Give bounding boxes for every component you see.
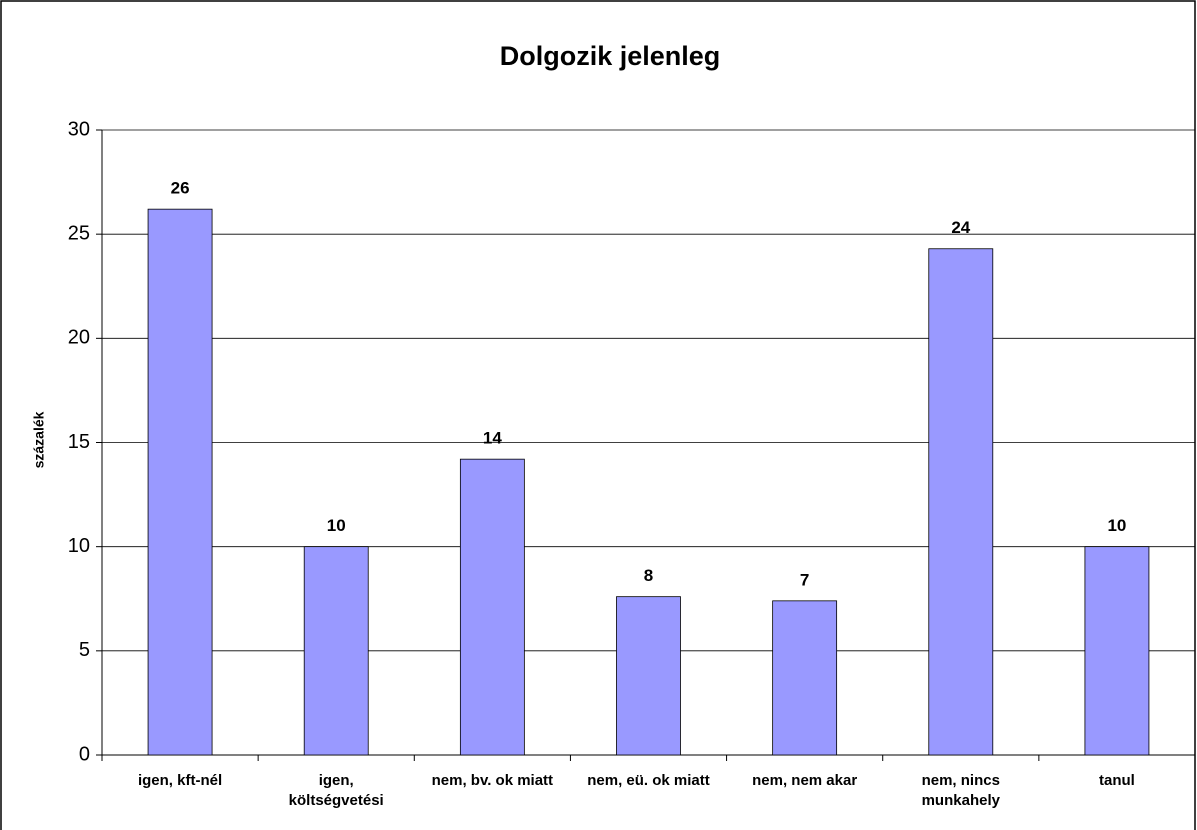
bar <box>303 546 369 756</box>
bar <box>1084 546 1150 756</box>
value-label: 26 <box>171 179 190 198</box>
x-tick-label: tanul <box>1099 772 1135 789</box>
x-tick-label: nem, nem akar <box>752 772 858 789</box>
value-label: 7 <box>800 570 809 589</box>
x-tick-label: igen, kft-nél <box>137 772 223 789</box>
bar <box>147 208 213 756</box>
y-tick-label: 25 <box>68 222 90 244</box>
y-axis-label: százalék <box>31 411 47 468</box>
value-label: 24 <box>951 218 970 237</box>
x-tick-label: nem, eü. ok miatt <box>587 772 710 789</box>
y-tick-label: 5 <box>79 639 90 661</box>
y-tick-label: 0 <box>79 743 90 765</box>
x-tick-label: igen, költségvetési <box>288 772 384 809</box>
value-label: 10 <box>327 516 346 535</box>
value-label: 14 <box>483 429 502 448</box>
x-tick-label: nem, nincs munkahely <box>921 772 1000 809</box>
value-label: 8 <box>644 566 653 585</box>
value-label: 10 <box>1107 516 1126 535</box>
y-tick-label: 30 <box>68 118 90 140</box>
bar <box>928 248 994 756</box>
y-tick-label: 15 <box>68 431 90 453</box>
y-tick-label: 20 <box>68 327 90 349</box>
bar <box>459 458 525 756</box>
chart-title: Dolgozik jelenleg <box>500 41 721 71</box>
x-tick-label: nem, bv. ok miatt <box>431 772 554 789</box>
bar <box>616 596 681 756</box>
y-tick-label: 10 <box>68 535 90 557</box>
bar <box>772 600 838 756</box>
